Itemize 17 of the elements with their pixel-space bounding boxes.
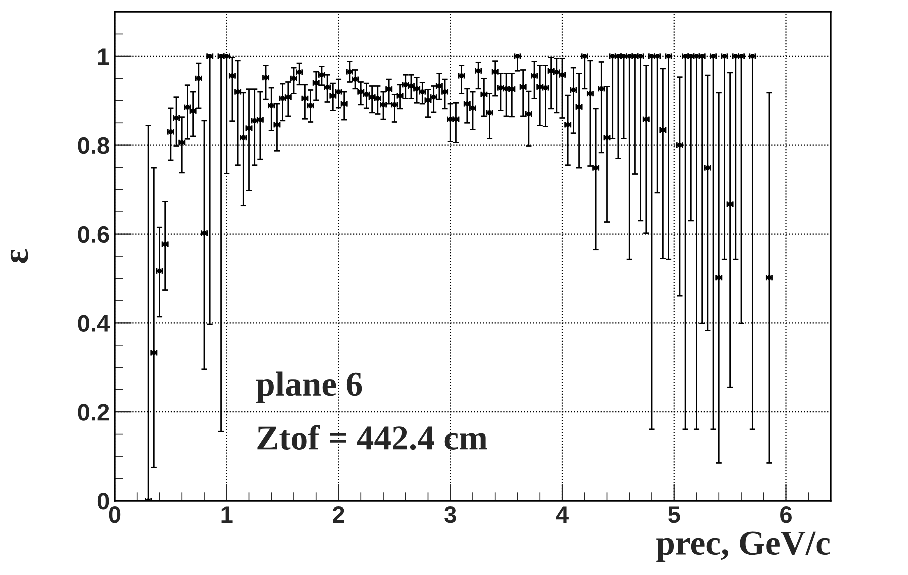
x-tick-label: 0 — [109, 506, 121, 524]
y-tick-label: 0.2 — [78, 404, 110, 421]
y-tick-label: 0.6 — [78, 226, 110, 244]
x-tick-label: 6 — [780, 506, 792, 524]
x-axis-title: prec, GeV/c — [656, 532, 830, 562]
y-tick-label: 0 — [98, 493, 110, 510]
x-tick-label: 2 — [333, 506, 344, 523]
y-tick-label: 1 — [98, 48, 110, 66]
annotation: plane 6 — [256, 372, 362, 404]
x-tick-label: 1 — [222, 506, 233, 523]
x-tick-label: 3 — [444, 506, 456, 524]
x-tick-label: 5 — [668, 506, 680, 524]
y-tick-label: 0.8 — [78, 137, 110, 154]
x-tick-label: 4 — [556, 506, 569, 523]
y-axis-title: ε — [10, 250, 28, 264]
y-tick-label: 0.4 — [78, 315, 110, 332]
annotation: Ztof = 442.4 cm — [258, 425, 488, 450]
